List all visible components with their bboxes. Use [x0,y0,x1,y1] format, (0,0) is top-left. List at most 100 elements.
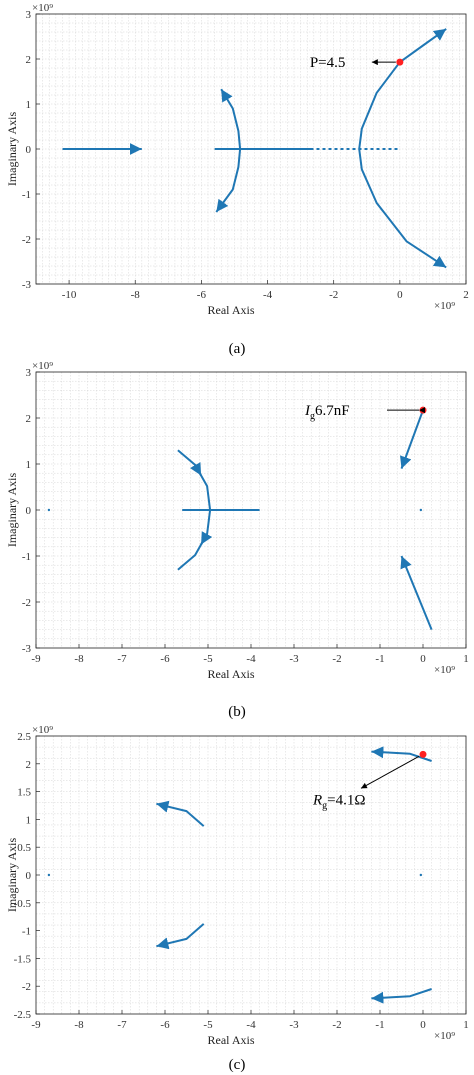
x-tick-label: -4 [246,1019,256,1031]
annotation-arrow [360,755,420,789]
y-tick-label: 2 [26,413,32,425]
pole-marker [47,508,51,512]
x-tick-label: 1 [463,1019,469,1031]
y-tick-label: -1 [22,551,31,563]
y-scale-exponent: ×10⁹ [32,2,53,14]
direction-arrow [189,462,202,476]
y-tick-label: 0 [26,870,32,882]
annotation-subscript: g [310,411,315,422]
x-tick-label: -2 [332,653,341,665]
chart-c: -9 -8 -7 -6 -5 -4 -3 -2 -1 0 1 -2.5 -2 -1.5 -1 -0.5 0 0.5… [5,724,469,1073]
y-tick-label: -2 [22,981,31,993]
x-tick-label: -1 [375,1019,384,1031]
x-tick-label: -7 [117,1019,127,1031]
y-axis-label: Imaginary Axis [5,112,19,187]
x-tick-label: -4 [246,653,256,665]
y-scale-exponent: ×10⁹ [32,360,53,372]
annotation-value: =4.1Ω [327,792,365,808]
y-tick-label: -2 [22,234,31,246]
locus-branch [156,800,205,827]
pole-marker [419,873,423,877]
y-tick-label: 3 [26,367,32,379]
figure-caption: (a) [229,341,246,357]
locus-branch [156,923,205,950]
x-axis-label: Real Axis [208,303,255,317]
x-tick-label: 2 [463,289,469,301]
y-tick-label: 0 [26,505,32,517]
x-tick-label: -9 [31,653,41,665]
y-tick-label: -1 [22,926,31,938]
locus-branch [400,409,424,469]
annotation-label: Ig6.7nF [304,403,350,422]
x-tick-label: -6 [160,653,170,665]
grid [36,372,466,648]
y-tick-label: 2.5 [17,731,31,743]
x-scale-exponent: ×10⁹ [434,300,455,312]
x-tick-label: -3 [289,1019,299,1031]
x-tick-label: -9 [31,1019,41,1031]
x-tick-label: 0 [420,653,426,665]
locus-branch [400,555,433,630]
locus-branch [215,88,242,213]
annotation-symbol: R [312,792,322,808]
x-tick-label: -8 [74,1019,84,1031]
y-tick-label: -1 [22,189,31,201]
locus-branch [371,746,432,762]
x-tick-label: -5 [203,653,213,665]
y-tick-label: 2 [26,54,32,66]
y-tick-label: 1 [26,814,32,826]
operating-point-marker [419,750,427,758]
x-scale-exponent: ×10⁹ [434,1030,455,1042]
x-tick-label: -2 [329,289,338,301]
figure-caption: (b) [228,704,246,720]
y-tick-label: 1.5 [17,787,31,799]
y-tick-label: -3 [22,643,32,655]
y-tick-label: 0.5 [17,842,31,854]
x-tick-label: -8 [131,289,141,301]
x-tick-label: -2 [332,1019,341,1031]
y-axis-label: Imaginary Axis [5,473,19,548]
figure-caption: (c) [229,1057,246,1073]
operating-point-marker [396,58,404,66]
y-tick-label: -2 [22,597,31,609]
annotation-label: P=4.5 [310,55,346,71]
pole-marker [47,873,51,877]
x-tick-label: 0 [420,1019,426,1031]
y-tick-label: 3 [26,9,32,21]
x-tick-label: -4 [263,289,273,301]
x-tick-label: -6 [197,289,207,301]
x-scale-exponent: ×10⁹ [434,664,455,676]
x-tick-label: -10 [62,289,77,301]
x-tick-label: -5 [203,1019,213,1031]
x-tick-label: -7 [117,653,127,665]
x-tick-label: -8 [74,653,84,665]
x-tick-label: 0 [397,289,403,301]
y-tick-label: 1 [26,99,32,111]
y-axis-label: Imaginary Axis [5,838,19,913]
locus-branch [371,988,432,1004]
y-tick-label: 2 [26,759,32,771]
y-tick-label: 1 [26,459,32,471]
x-axis-label: Real Axis [208,1033,255,1047]
annotation-symbol: I [304,403,311,419]
x-tick-label: -3 [289,653,299,665]
y-tick-label: 0 [26,144,32,156]
y-tick-label: -0.5 [14,898,32,910]
annotation-value: 6.7nF [315,403,350,419]
locus-branch [358,28,447,269]
y-scale-exponent: ×10⁹ [32,724,53,736]
y-tick-label: -1.5 [14,953,32,965]
y-tick-label: -3 [22,279,32,291]
direction-arrow [200,531,213,545]
grid [36,736,466,1014]
x-tick-label: 1 [463,653,469,665]
x-axis-label: Real Axis [208,667,255,681]
annotation-subscript: g [322,800,327,811]
x-tick-label: -6 [160,1019,170,1031]
pole-marker [419,508,423,512]
chart-b: -9 -8 -7 -6 -5 -4 -3 -2 -1 0 1-3-2-10123×10⁹×10⁹Re… [5,360,469,720]
x-tick-label: -1 [375,653,384,665]
annotation-label: Rg=4.1Ω [312,792,366,811]
